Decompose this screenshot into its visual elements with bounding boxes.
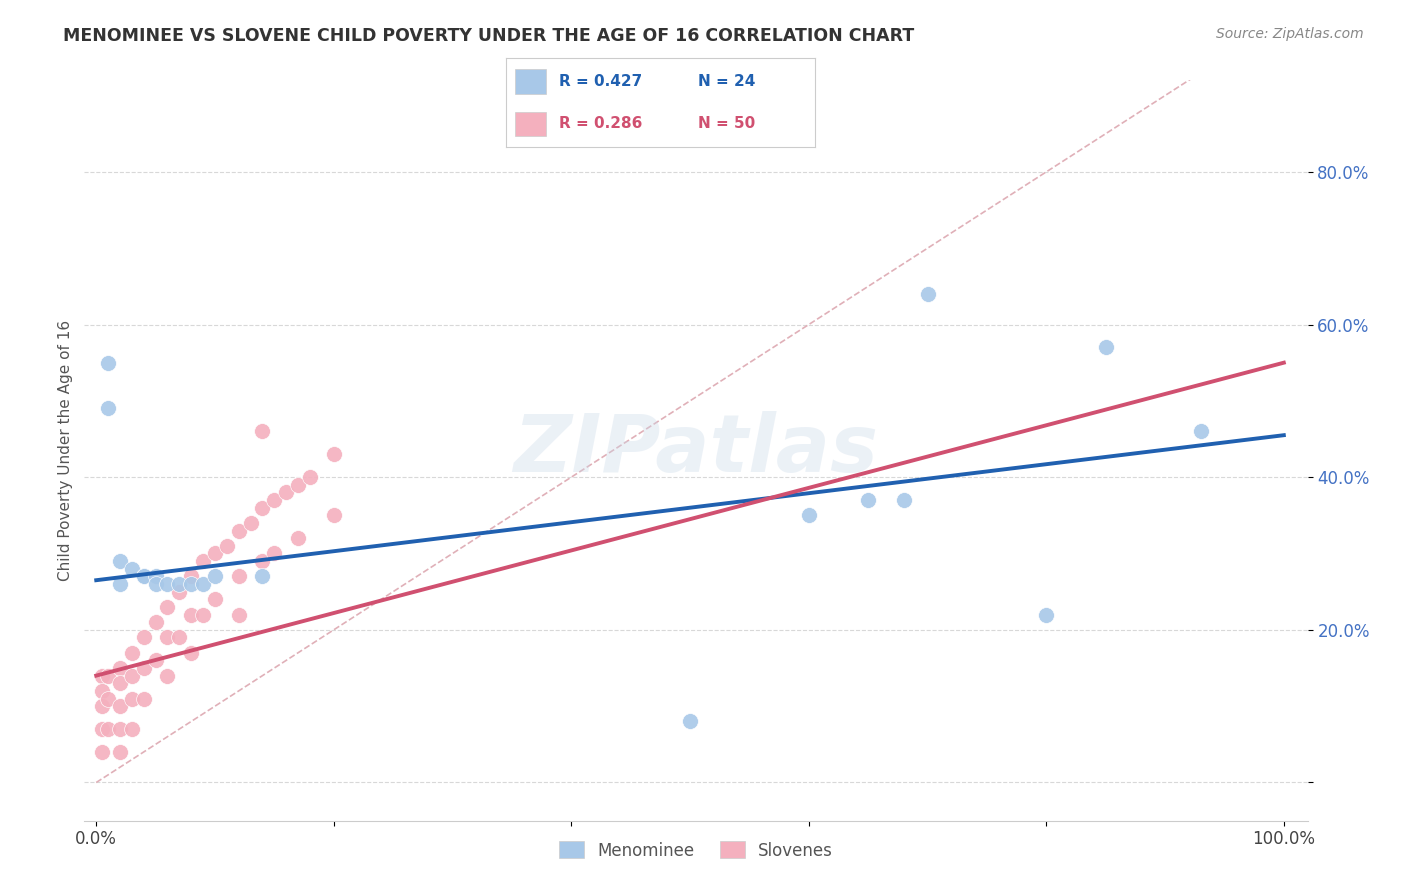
Bar bbox=[516, 112, 547, 136]
Point bbox=[169, 631, 191, 645]
Text: N = 24: N = 24 bbox=[697, 74, 755, 88]
Bar bbox=[516, 69, 547, 94]
Point bbox=[145, 653, 167, 667]
Text: R = 0.427: R = 0.427 bbox=[558, 74, 643, 88]
Point bbox=[191, 554, 214, 568]
Y-axis label: Child Poverty Under the Age of 16: Child Poverty Under the Age of 16 bbox=[58, 320, 73, 581]
Point bbox=[322, 508, 344, 523]
Point bbox=[1094, 340, 1116, 354]
Point bbox=[169, 577, 191, 591]
Point bbox=[97, 356, 120, 370]
Point bbox=[156, 668, 179, 682]
Point bbox=[180, 577, 202, 591]
Point bbox=[145, 577, 167, 591]
Point bbox=[679, 714, 702, 729]
Point bbox=[856, 493, 879, 508]
Point bbox=[180, 607, 202, 622]
Point bbox=[1035, 607, 1057, 622]
Point bbox=[132, 569, 155, 583]
Point bbox=[298, 470, 321, 484]
Point bbox=[108, 699, 131, 714]
Point bbox=[91, 722, 114, 736]
Point bbox=[1189, 425, 1212, 439]
Point bbox=[132, 631, 155, 645]
Point bbox=[191, 577, 214, 591]
Point bbox=[121, 668, 143, 682]
Point bbox=[287, 531, 309, 545]
Point bbox=[228, 569, 250, 583]
Point bbox=[121, 562, 143, 576]
Point bbox=[145, 569, 167, 583]
Point bbox=[108, 661, 131, 675]
Point bbox=[108, 676, 131, 690]
Point bbox=[108, 745, 131, 759]
Point bbox=[215, 539, 238, 553]
Text: ZIPatlas: ZIPatlas bbox=[513, 411, 879, 490]
Point bbox=[252, 554, 274, 568]
Point bbox=[121, 646, 143, 660]
Point bbox=[121, 691, 143, 706]
Point bbox=[917, 287, 939, 301]
Point bbox=[156, 577, 179, 591]
Point bbox=[797, 508, 820, 523]
Point bbox=[228, 524, 250, 538]
Point bbox=[180, 569, 202, 583]
Point bbox=[156, 599, 179, 614]
Point bbox=[156, 631, 179, 645]
Text: Source: ZipAtlas.com: Source: ZipAtlas.com bbox=[1216, 27, 1364, 41]
Text: MENOMINEE VS SLOVENE CHILD POVERTY UNDER THE AGE OF 16 CORRELATION CHART: MENOMINEE VS SLOVENE CHILD POVERTY UNDER… bbox=[63, 27, 914, 45]
Point bbox=[263, 493, 285, 508]
Point bbox=[169, 584, 191, 599]
Point bbox=[239, 516, 262, 530]
Point bbox=[204, 569, 226, 583]
Text: N = 50: N = 50 bbox=[697, 117, 755, 131]
Point bbox=[108, 554, 131, 568]
Point bbox=[91, 745, 114, 759]
Point bbox=[121, 722, 143, 736]
Point bbox=[97, 401, 120, 416]
Point bbox=[145, 615, 167, 630]
Point bbox=[97, 722, 120, 736]
Point bbox=[108, 722, 131, 736]
Point bbox=[204, 592, 226, 607]
Point bbox=[228, 607, 250, 622]
Point bbox=[97, 668, 120, 682]
Point bbox=[252, 500, 274, 515]
Point bbox=[132, 661, 155, 675]
Point bbox=[180, 646, 202, 660]
Point bbox=[204, 547, 226, 561]
Point bbox=[91, 699, 114, 714]
Point bbox=[287, 478, 309, 492]
Point bbox=[893, 493, 915, 508]
Point bbox=[191, 607, 214, 622]
Point bbox=[276, 485, 298, 500]
Point bbox=[263, 547, 285, 561]
Point bbox=[322, 447, 344, 461]
Point bbox=[108, 577, 131, 591]
Point bbox=[132, 569, 155, 583]
Point bbox=[252, 425, 274, 439]
Point bbox=[252, 569, 274, 583]
Point bbox=[91, 684, 114, 698]
Point bbox=[91, 668, 114, 682]
Text: R = 0.286: R = 0.286 bbox=[558, 117, 643, 131]
Legend: Menominee, Slovenes: Menominee, Slovenes bbox=[551, 833, 841, 868]
Point bbox=[132, 691, 155, 706]
Point bbox=[97, 691, 120, 706]
